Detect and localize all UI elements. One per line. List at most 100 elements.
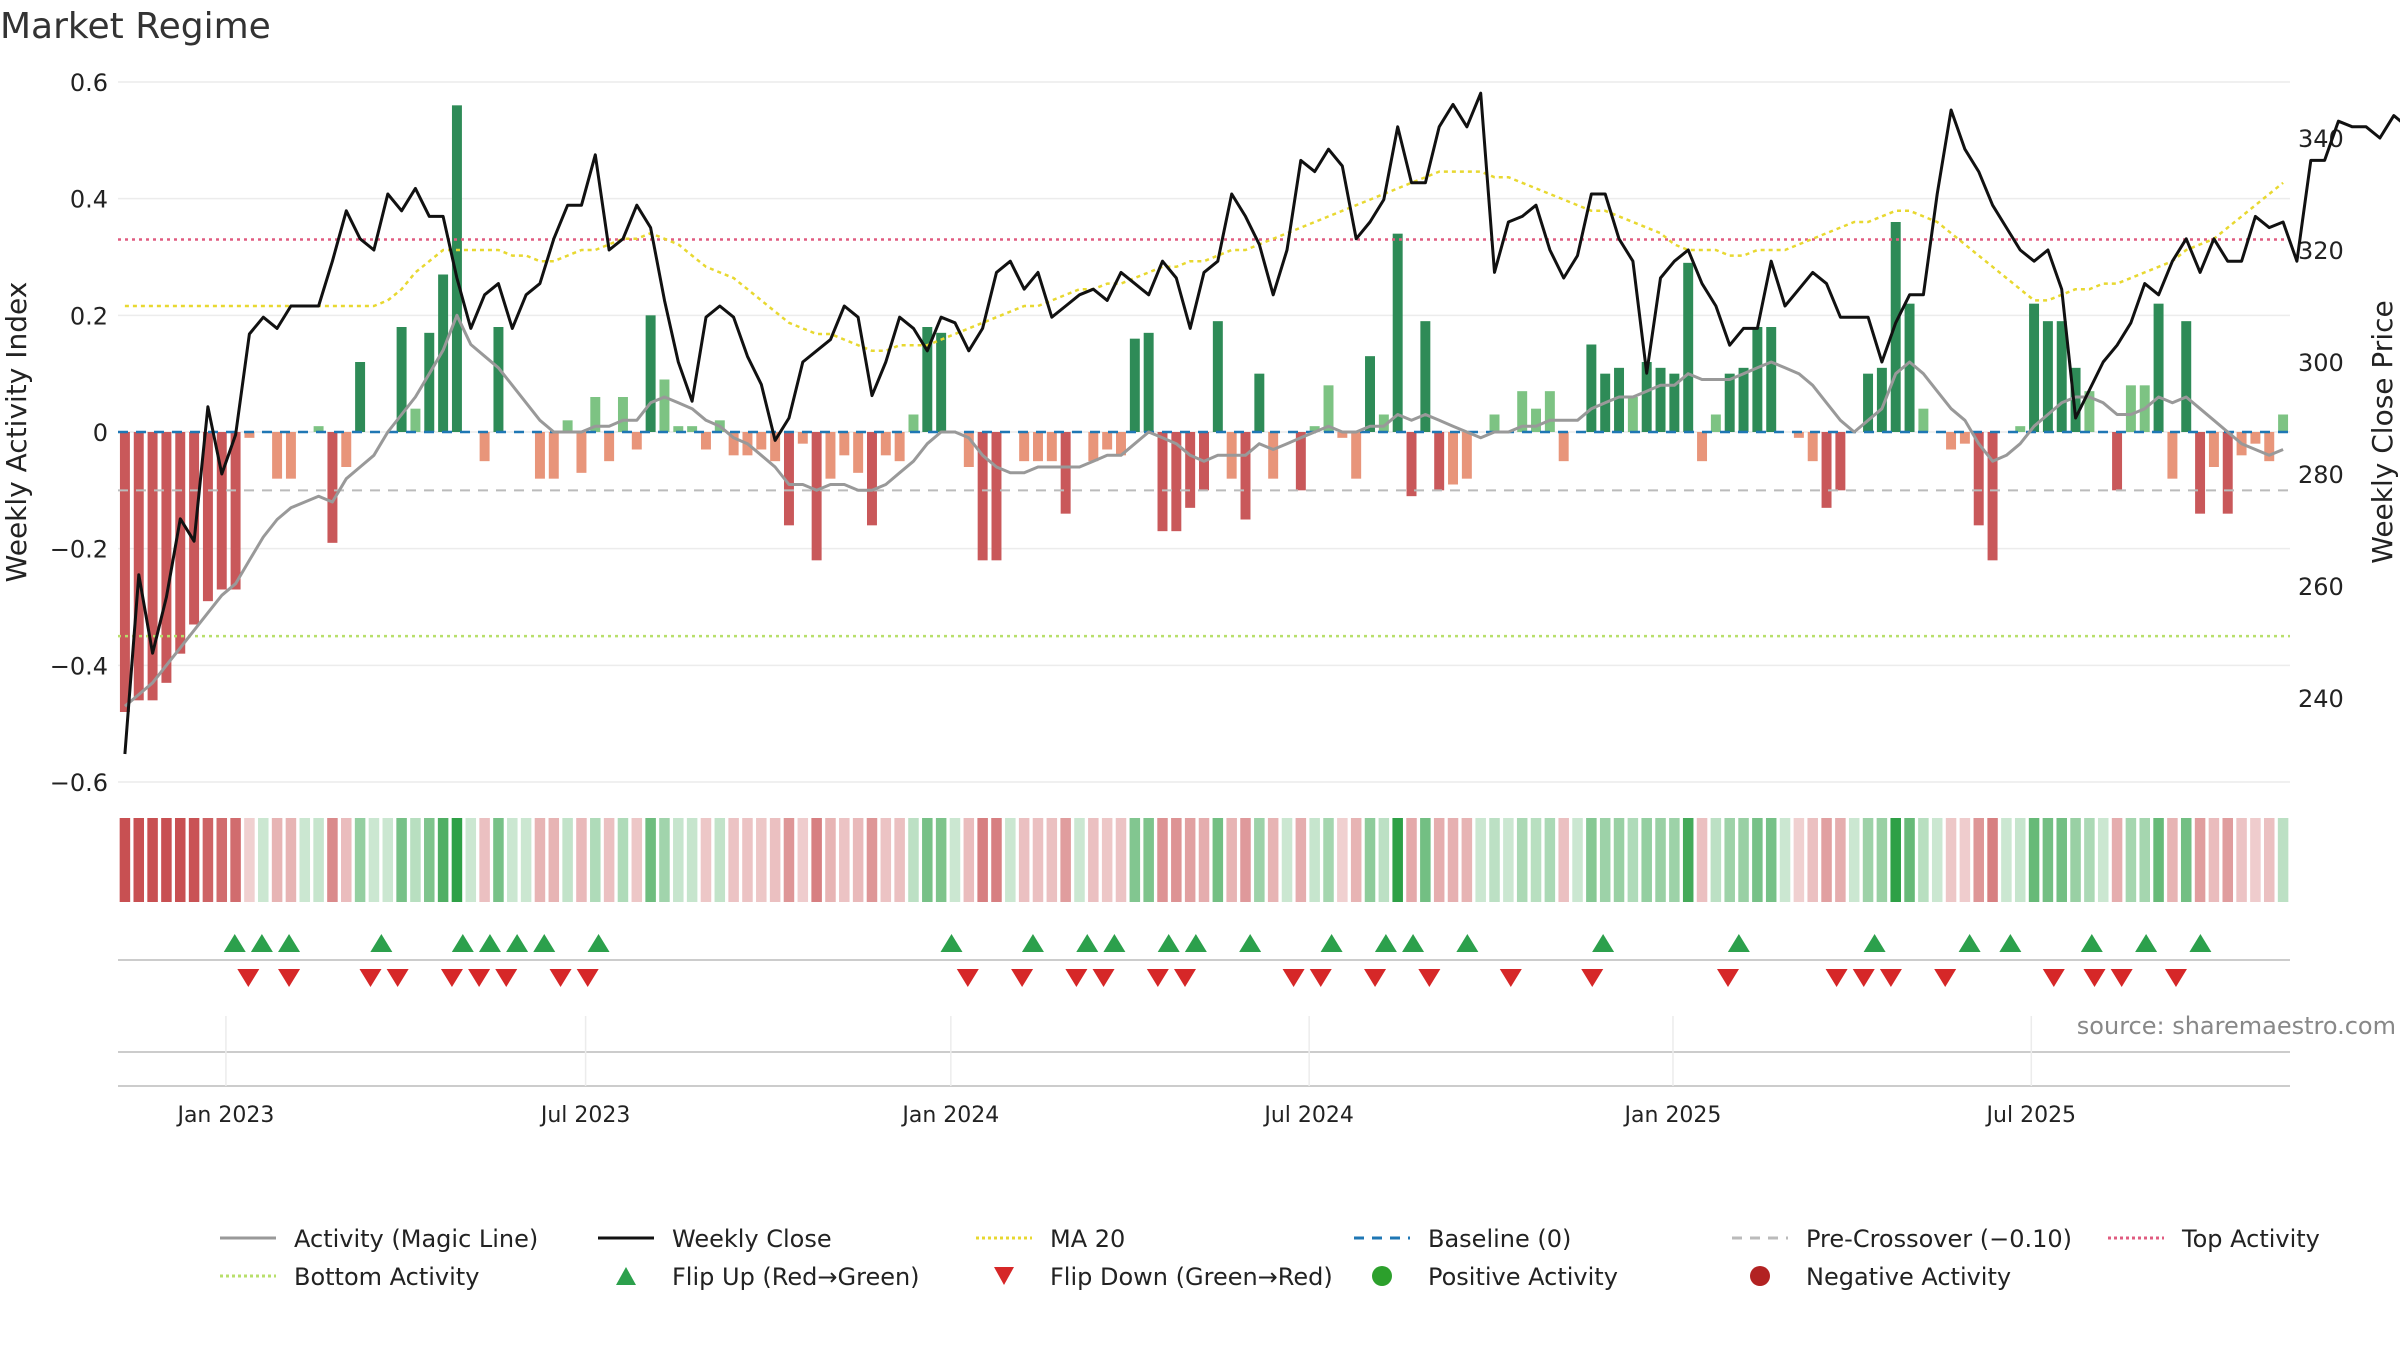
heat-strip-cell: [562, 818, 573, 902]
heat-strip-cell: [410, 818, 421, 902]
flip-up-marker: [1456, 934, 1479, 952]
heat-strip-cell: [174, 818, 186, 902]
flip-down-marker: [1011, 969, 1034, 987]
activity-bar: [119, 432, 130, 712]
activity-bar: [2112, 432, 2123, 491]
heat-strip-cell: [1267, 818, 1279, 902]
heat-strip-cell: [507, 818, 518, 902]
heat-strip-cell: [673, 818, 684, 902]
flip-down-marker: [1716, 969, 1739, 987]
activity-bar: [963, 432, 974, 467]
activity-bar: [1406, 432, 1417, 497]
activity-bar: [590, 397, 601, 432]
heat-strip-cell: [271, 818, 283, 902]
activity-bar: [2195, 432, 2206, 514]
legend-label: Bottom Activity: [294, 1263, 479, 1291]
activity-bar: [853, 432, 864, 473]
legend-label: Pre-Crossover (−0.10): [1806, 1225, 2072, 1253]
flip-down-marker: [2110, 969, 2133, 987]
x-tick-label: Jan 2024: [900, 1103, 999, 1128]
heat-strip-cell: [1544, 818, 1556, 902]
left-tick-label: −0.2: [50, 536, 108, 564]
heat-strip-cell: [2250, 818, 2261, 902]
activity-bar: [147, 432, 158, 701]
heat-strip-cell: [1295, 818, 1307, 902]
activity-bar: [1544, 391, 1555, 432]
heat-strip-cell: [1821, 818, 1832, 902]
heat-strip-cell: [645, 818, 656, 902]
heat-strip-cell: [1489, 818, 1500, 902]
activity-bar: [1710, 414, 1721, 432]
flip-up-marker: [506, 934, 529, 952]
flip-up-marker: [533, 934, 556, 952]
chart-title: Market Regime: [0, 6, 271, 47]
activity-bar: [1143, 332, 1154, 432]
activity-bar: [1309, 426, 1320, 432]
heat-strip-cell: [728, 818, 739, 902]
heat-strip-cell: [313, 818, 324, 902]
flip-down-marker: [1499, 969, 1522, 987]
activity-bar: [202, 432, 213, 602]
flip-up-marker: [1184, 934, 1207, 952]
left-tick-label: 0.2: [70, 302, 108, 330]
legend-label: Flip Down (Green→Red): [1050, 1263, 1333, 1291]
activity-bar: [825, 432, 836, 479]
activity-bar: [659, 379, 670, 432]
activity-bar: [1046, 432, 1057, 462]
x-tick-label: Jul 2024: [1262, 1103, 1354, 1128]
heat-strip-cell: [1918, 818, 1929, 902]
activity-bar: [244, 432, 255, 438]
activity-bar: [1517, 391, 1528, 432]
activity-bar: [700, 432, 711, 450]
heat-strip-cell: [1129, 818, 1141, 902]
heat-strip-cell: [1669, 818, 1680, 902]
legend-swatch: [1372, 1266, 1392, 1286]
activity-bar: [1586, 344, 1597, 432]
legend-label: Weekly Close: [672, 1225, 832, 1253]
activity-bar: [1614, 367, 1625, 432]
activity-bar: [631, 432, 642, 450]
heat-strip-cell: [2222, 818, 2234, 902]
heat-strip-cell: [451, 818, 463, 902]
heat-strip-cell: [1254, 818, 1265, 902]
flip-up-marker: [478, 934, 501, 952]
activity-bar: [2015, 426, 2026, 432]
heat-strip-cell: [1696, 818, 1708, 902]
activity-bar: [1669, 373, 1680, 432]
heat-strip-cell: [1475, 818, 1486, 902]
heat-strip-cell: [341, 818, 352, 902]
heat-strip-cell: [1586, 818, 1597, 902]
heat-strip-cell: [1807, 818, 1818, 902]
heat-strip-cell: [1503, 818, 1514, 902]
flip-up-marker: [1999, 934, 2022, 952]
heat-strip-cell: [590, 818, 601, 902]
activity-bar: [216, 432, 227, 590]
activity-bar: [1489, 414, 1500, 432]
heat-strip-cell: [1779, 818, 1791, 902]
activity-bar: [2250, 432, 2261, 444]
heat-strip-cell: [1337, 818, 1348, 902]
activity-bar: [1766, 327, 1777, 432]
activity-bar: [1946, 432, 1957, 450]
flip-down-marker: [495, 969, 518, 987]
heat-strip-cell: [659, 818, 670, 902]
activity-bar: [1254, 373, 1265, 432]
heat-strip-cell: [1240, 818, 1251, 902]
left-axis-title: Weekly Activity Index: [0, 282, 33, 583]
heat-strip-cell: [548, 818, 560, 902]
right-tick-label: 280: [2298, 461, 2344, 489]
heat-strip-cell: [424, 818, 435, 902]
heat-strip-cell: [2001, 818, 2012, 902]
right-axis-title: Weekly Close Price: [2366, 300, 2399, 563]
heat-strip-cell: [479, 818, 490, 902]
heat-strip-cell: [2208, 818, 2220, 902]
heat-strip-cell: [147, 818, 158, 902]
activity-bar: [2208, 432, 2219, 467]
heat-strip-cell: [1655, 818, 1666, 902]
flip-down-marker: [1852, 969, 1875, 987]
activity-bar: [438, 274, 449, 432]
heat-strip-cell: [1641, 818, 1652, 902]
heat-strip-cell: [1226, 818, 1237, 902]
flip-up-marker: [451, 934, 474, 952]
